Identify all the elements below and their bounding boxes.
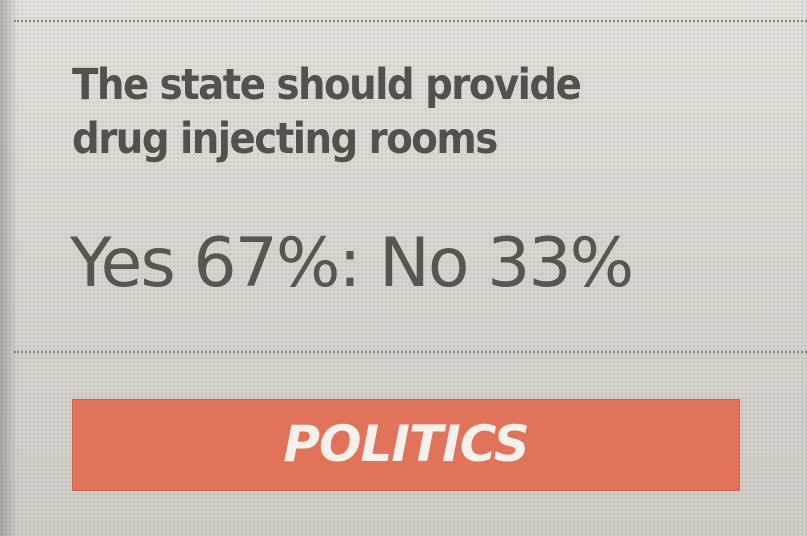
page-edge-shadow: [0, 0, 18, 536]
poll-result: Yes 67%: No 33%: [70, 224, 634, 303]
section-banner: POLITICS: [72, 399, 740, 491]
poll-question-line-2: drug injecting rooms: [72, 114, 498, 164]
poll-question-line-1: The state should provide: [72, 60, 582, 110]
section-label: POLITICS: [283, 415, 529, 473]
poll-question: The state should provide drug injecting …: [72, 58, 772, 166]
top-dotted-divider: [14, 20, 807, 22]
middle-dotted-divider: [14, 351, 807, 353]
